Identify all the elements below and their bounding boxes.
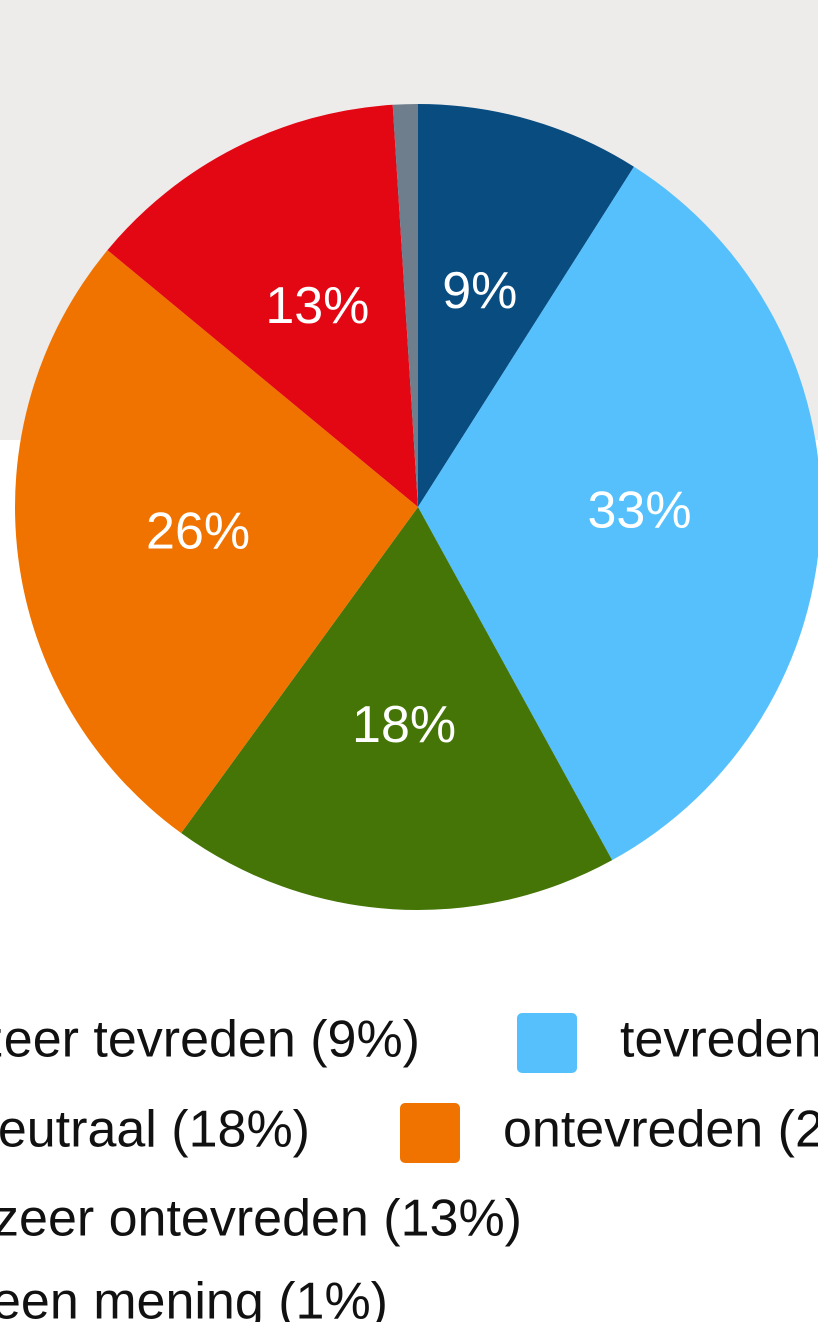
legend-label: zeer ontevreden (13%) (0, 1190, 522, 1248)
slice-label: 33% (588, 482, 692, 540)
legend-label: tevreden (33%) (620, 1011, 818, 1069)
pie-slice (418, 104, 634, 507)
pie-slice (418, 166, 818, 861)
legend-label: geen mening (1%) (0, 1273, 388, 1322)
pie-slice (107, 104, 419, 507)
legend-label: zeer tevreden (9%) (0, 1011, 420, 1069)
pie-slice (14, 250, 418, 834)
slice-label: 26% (146, 503, 250, 561)
slice-label: 18% (352, 696, 456, 754)
legend-swatch (517, 1013, 577, 1073)
legend-swatch (400, 1103, 460, 1163)
legend-label: ontevreden (26%) (503, 1101, 818, 1159)
slice-label: 9% (442, 262, 517, 320)
slice-label: 13% (265, 277, 369, 335)
pie-slice (181, 507, 613, 910)
pie-slice (392, 104, 418, 507)
legend-label: neutraal (18%) (0, 1101, 310, 1159)
